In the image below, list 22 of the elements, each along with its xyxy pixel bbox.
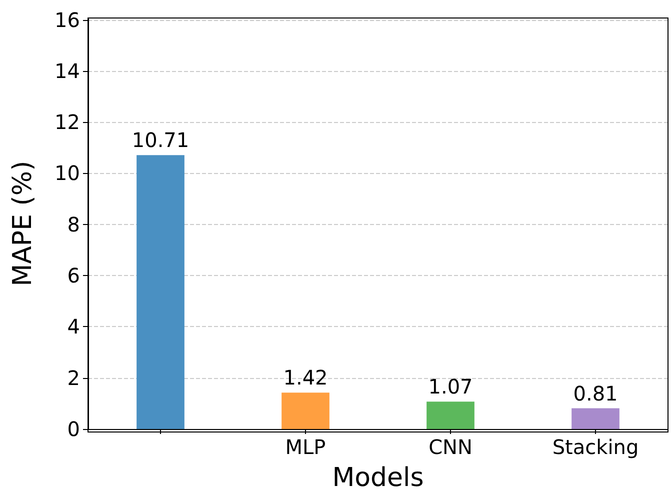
x-axis-title: Models bbox=[332, 463, 424, 493]
x-tick-label: CNN bbox=[428, 435, 472, 459]
data-label: 0.81 bbox=[573, 381, 618, 406]
y-tick-label: 14 bbox=[54, 58, 80, 83]
bar bbox=[572, 408, 620, 429]
bar bbox=[426, 402, 474, 429]
data-label: 10.71 bbox=[132, 128, 190, 152]
y-tick-label: 12 bbox=[54, 110, 80, 134]
y-tick-label: 2 bbox=[67, 366, 80, 390]
y-tick-label: 10 bbox=[54, 161, 80, 186]
data-label: 1.07 bbox=[428, 374, 473, 399]
bar bbox=[282, 392, 330, 429]
bar bbox=[136, 155, 184, 429]
x-tick-label: MLP bbox=[285, 435, 326, 459]
y-tick-label: 16 bbox=[54, 8, 80, 32]
y-tick-label: 8 bbox=[67, 212, 80, 236]
x-tick-label: Stacking bbox=[552, 435, 639, 459]
y-tick-label: 0 bbox=[67, 417, 80, 441]
y-tick-label: 4 bbox=[67, 314, 80, 339]
y-axis-title: MAPE (%) bbox=[8, 160, 38, 286]
data-label: 1.42 bbox=[283, 366, 328, 390]
y-tick-label: 6 bbox=[67, 264, 80, 288]
